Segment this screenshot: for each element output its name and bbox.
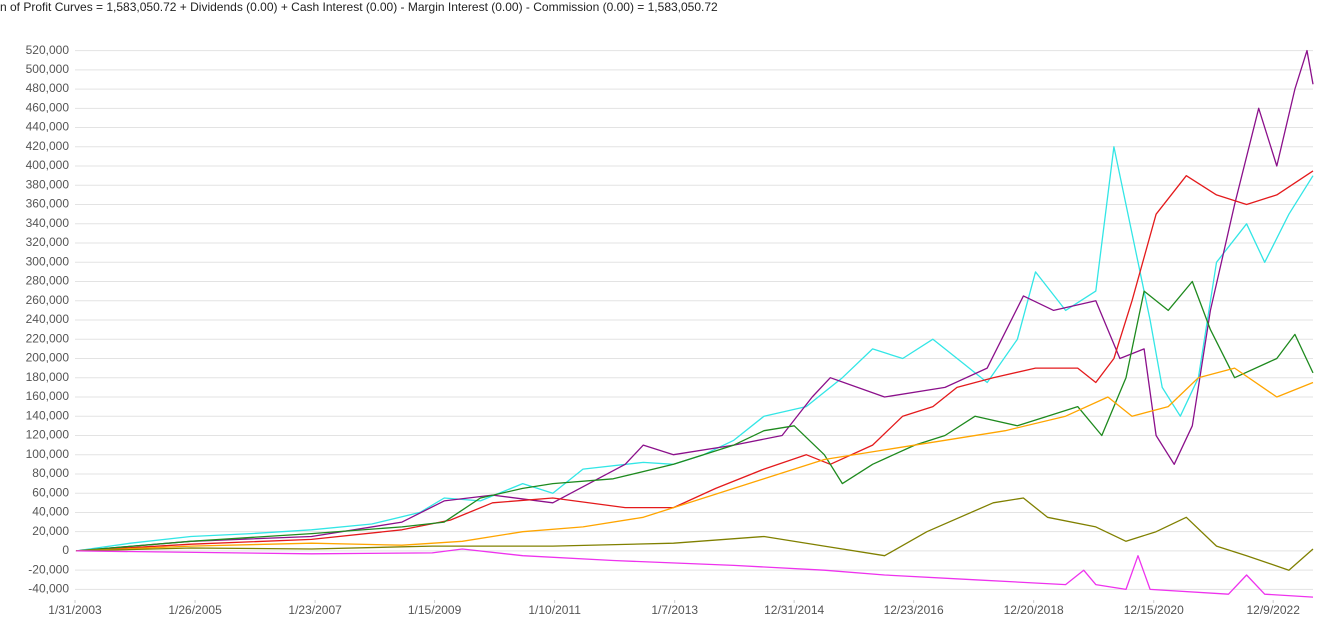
chart-title: n of Profit Curves = 1,583,050.72 + Divi… <box>0 0 718 14</box>
y-tick-label: 220,000 <box>26 331 70 345</box>
series-line <box>76 146 1314 552</box>
y-tick-label: 80,000 <box>32 466 69 480</box>
series-line <box>76 367 1314 552</box>
y-tick-label: 60,000 <box>32 485 69 499</box>
y-tick-label: 440,000 <box>26 120 70 134</box>
y-tick-label: -40,000 <box>28 582 69 596</box>
y-tick-label: 120,000 <box>26 428 70 442</box>
y-tick-label: 240,000 <box>26 312 70 326</box>
y-tick-label: 260,000 <box>26 293 70 307</box>
y-tick-label: 340,000 <box>26 216 70 230</box>
series-line <box>76 280 1314 552</box>
y-tick-label: 300,000 <box>26 254 70 268</box>
y-tick-label: 480,000 <box>26 81 70 95</box>
y-tick-label: 20,000 <box>32 524 69 538</box>
y-tick-label: 140,000 <box>26 408 70 422</box>
y-tick-label: 380,000 <box>26 177 70 191</box>
y-tick-label: 360,000 <box>26 197 70 211</box>
y-tick-label: 420,000 <box>26 139 70 153</box>
series-line <box>76 497 1314 571</box>
x-tick-label: 1/23/2007 <box>288 603 342 617</box>
y-tick-label: 100,000 <box>26 447 70 461</box>
x-tick-label: 1/26/2005 <box>168 603 222 617</box>
x-tick-label: 12/9/2022 <box>1246 603 1300 617</box>
y-tick-label: 280,000 <box>26 274 70 288</box>
x-tick-label: 1/10/2011 <box>528 603 581 617</box>
x-tick-label: 12/31/2014 <box>764 603 824 617</box>
y-tick-label: 0 <box>62 543 69 557</box>
series-line <box>76 49 1314 552</box>
x-tick-label: 12/23/2016 <box>884 603 944 617</box>
x-tick-label: 1/7/2013 <box>651 603 698 617</box>
y-tick-label: 500,000 <box>26 62 70 76</box>
y-tick-label: -20,000 <box>28 562 69 576</box>
y-tick-label: 520,000 <box>26 43 70 57</box>
y-tick-label: 200,000 <box>26 351 70 365</box>
x-tick-label: 12/20/2018 <box>1004 603 1064 617</box>
y-tick-label: 320,000 <box>26 235 70 249</box>
x-tick-label: 1/15/2009 <box>408 603 462 617</box>
y-tick-label: 160,000 <box>26 389 70 403</box>
x-tick-label: 12/15/2020 <box>1124 603 1184 617</box>
series-line <box>76 170 1314 552</box>
y-tick-label: 400,000 <box>26 158 70 172</box>
x-tick-label: 1/31/2003 <box>48 603 102 617</box>
y-tick-label: 460,000 <box>26 100 70 114</box>
y-tick-label: 180,000 <box>26 370 70 384</box>
y-tick-label: 40,000 <box>32 505 69 519</box>
series-line <box>76 548 1314 598</box>
